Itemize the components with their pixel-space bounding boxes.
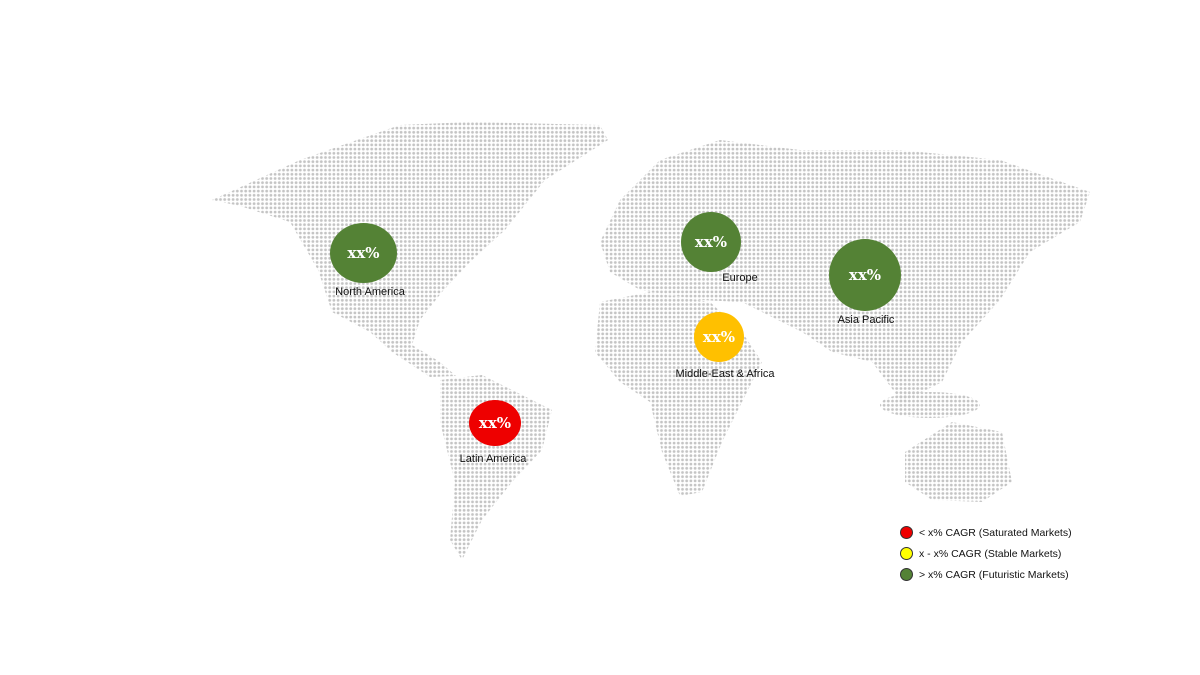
north-america-bubble: xx% xyxy=(330,223,397,283)
asia-pacific-label: Asia Pacific xyxy=(837,314,895,326)
legend: < x% CAGR (Saturated Markets) x - x% CAG… xyxy=(900,522,1072,585)
australia-landmass xyxy=(905,422,1012,502)
legend-label: > x% CAGR (Futuristic Markets) xyxy=(919,568,1069,581)
legend-item-stable: x - x% CAGR (Stable Markets) xyxy=(900,543,1072,564)
red-dot-icon xyxy=(900,526,913,539)
north-america-landmass xyxy=(212,122,608,377)
europe-bubble: xx% xyxy=(681,212,741,272)
middle-east-africa-bubble: xx% xyxy=(694,312,744,362)
north-america-label: North America xyxy=(335,286,405,298)
green-dot-icon xyxy=(900,568,913,581)
latin-america-bubble: xx% xyxy=(469,400,521,446)
latin-america-label: Latin America xyxy=(459,453,527,465)
legend-item-saturated: < x% CAGR (Saturated Markets) xyxy=(900,522,1072,543)
indonesia-landmass xyxy=(880,392,980,418)
legend-item-futuristic: > x% CAGR (Futuristic Markets) xyxy=(900,564,1072,585)
europe-label-text: Europe xyxy=(722,272,758,284)
legend-label: x - x% CAGR (Stable Markets) xyxy=(919,547,1062,560)
legend-label: < x% CAGR (Saturated Markets) xyxy=(919,526,1072,539)
middle-east-africa-label: Middle-East & Africa xyxy=(675,368,775,380)
yellow-dot-icon xyxy=(900,547,913,560)
asia-pacific-bubble: xx% xyxy=(829,239,901,311)
south-america-landmass xyxy=(440,375,552,560)
